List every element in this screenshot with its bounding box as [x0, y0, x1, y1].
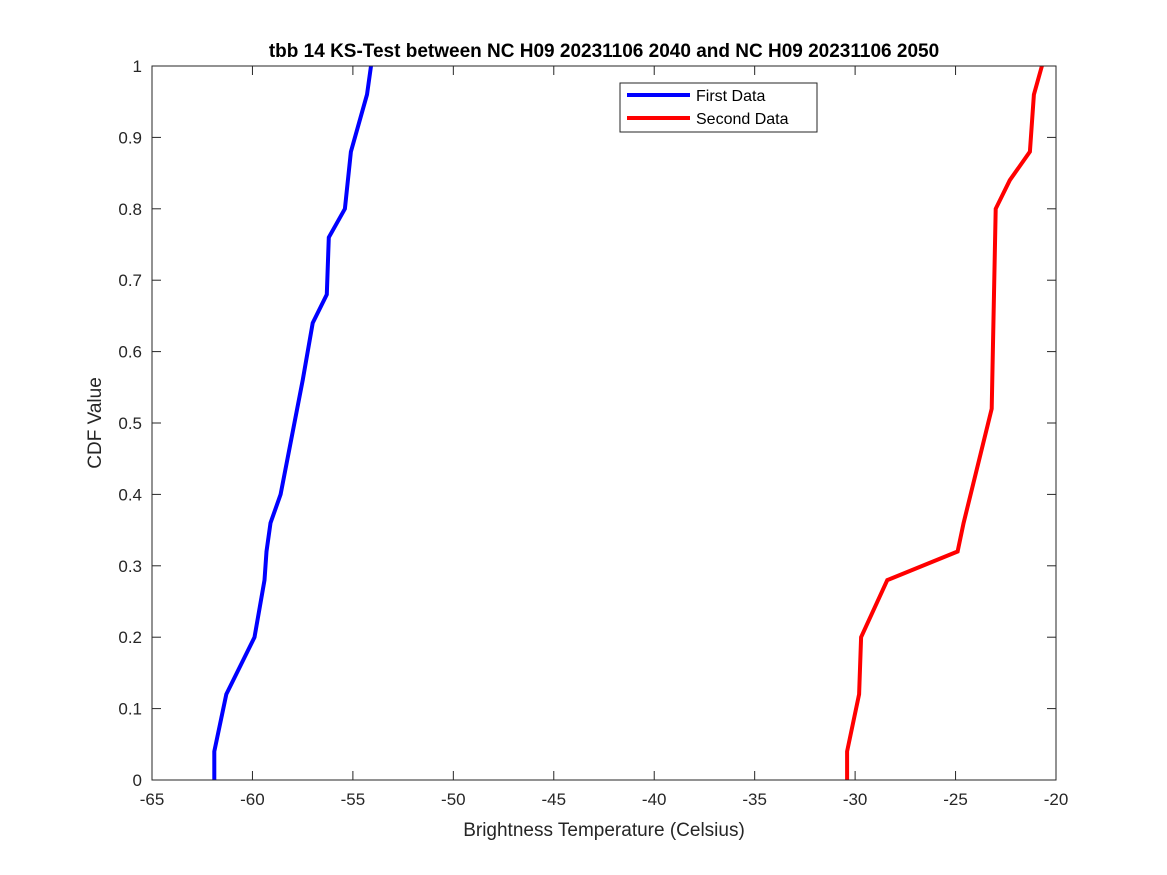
y-tick-label: 1	[133, 57, 142, 76]
x-tick-label: -55	[341, 790, 366, 809]
x-tick-label: -20	[1044, 790, 1069, 809]
x-tick-label: -50	[441, 790, 466, 809]
x-tick-label: -60	[240, 790, 265, 809]
y-tick-label: 0.7	[118, 271, 142, 290]
y-tick-label: 0.2	[118, 628, 142, 647]
axes-box	[151, 65, 1057, 781]
legend-box	[619, 82, 818, 133]
series-line-first-data	[212, 65, 373, 780]
series-line-second-data	[845, 65, 1044, 780]
x-tick-label: -40	[642, 790, 667, 809]
x-tick-label: -65	[140, 790, 165, 809]
x-tick-label: -35	[742, 790, 767, 809]
plot-area	[152, 66, 1056, 780]
tick-layer: -65 -60 -55 -50 -45 -40 -35 -30 -25 -20 0 0.1 0.2 0.3…	[118, 57, 1068, 809]
series-layer	[212, 65, 1044, 780]
y-tick-label: 0.8	[118, 200, 142, 219]
y-tick-label: 0.1	[118, 700, 142, 719]
y-tick-label: 0	[133, 771, 142, 790]
y-tick-label: 0.3	[118, 557, 142, 576]
x-tick-label: -25	[943, 790, 968, 809]
y-tick-label: 0.4	[118, 485, 142, 504]
y-tick-label: 0.5	[118, 414, 142, 433]
y-tick-label: 0.9	[118, 128, 142, 147]
legend[interactable]: First Data Second Data	[619, 82, 818, 133]
x-tick-label: -45	[541, 790, 566, 809]
x-axis-label: Brightness Temperature (Celsius)	[463, 820, 745, 841]
x-tick-label: -30	[843, 790, 868, 809]
y-axis-label: CDF Value	[85, 377, 106, 469]
y-tick-label: 0.6	[118, 343, 142, 362]
legend-label-first: First Data	[696, 88, 765, 105]
chart-title: tbb 14 KS-Test between NC H09 20231106 2…	[269, 41, 939, 62]
legend-label-second: Second Data	[696, 111, 789, 128]
